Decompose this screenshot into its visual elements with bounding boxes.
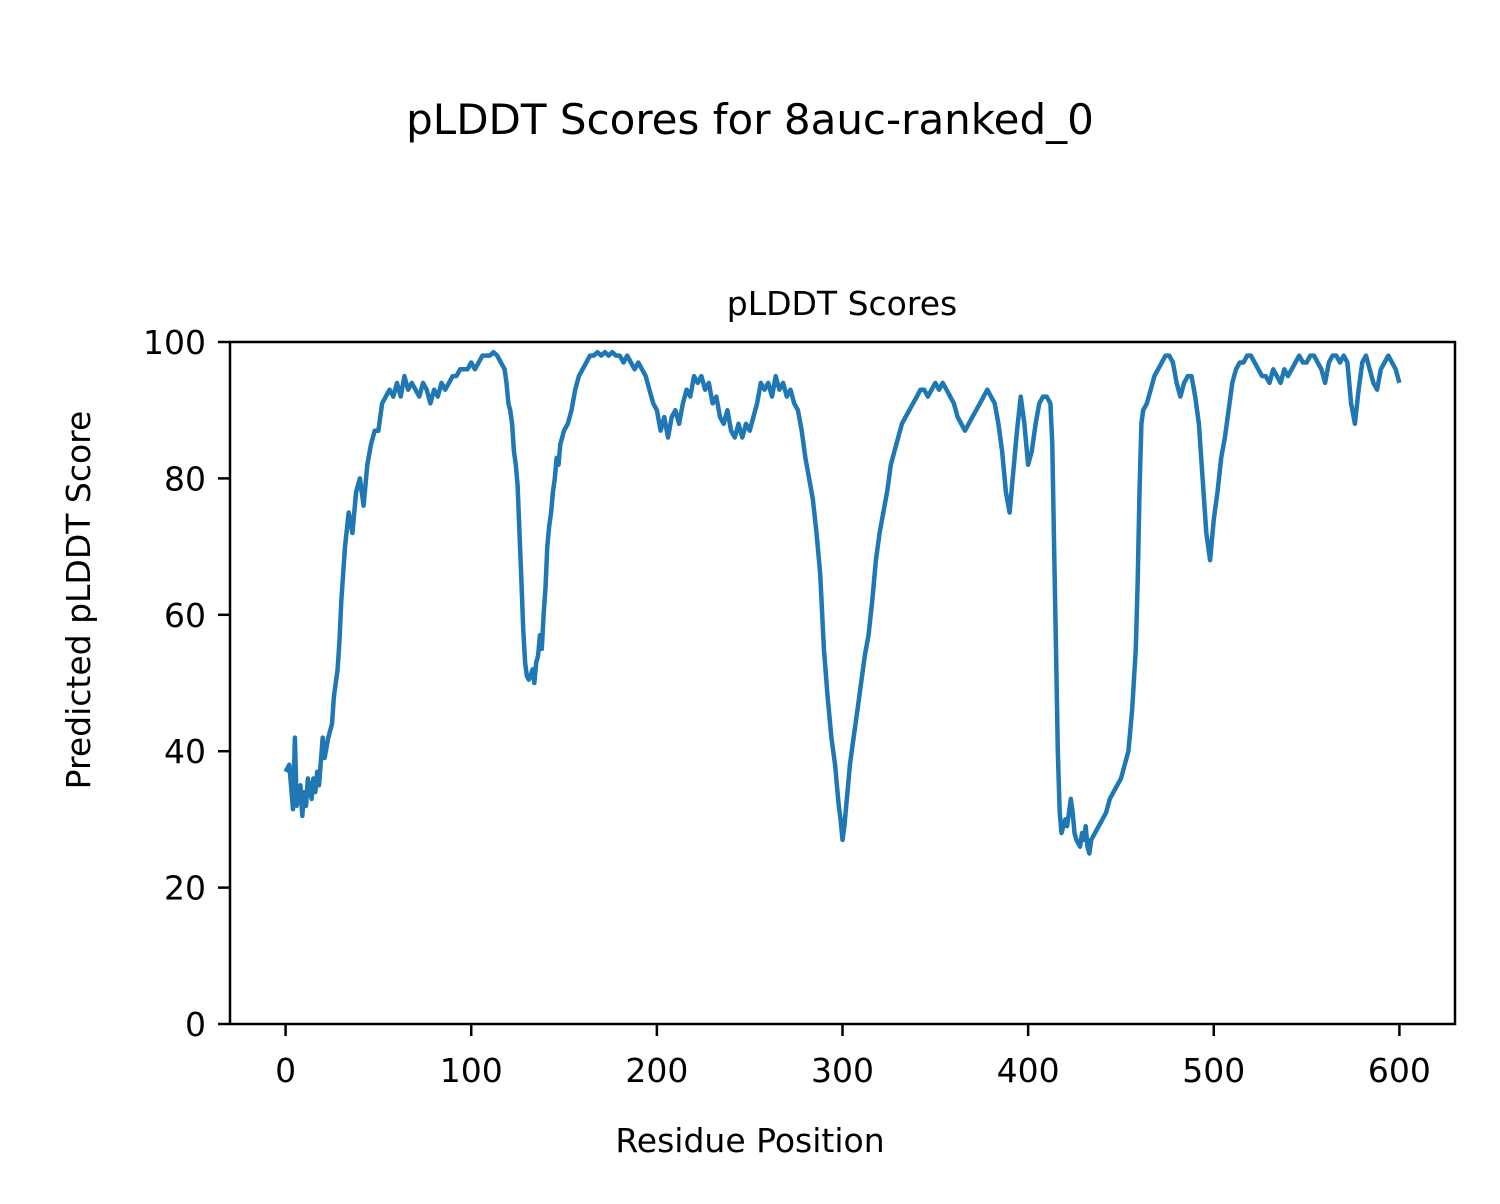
y-tick-label: 100: [143, 323, 206, 362]
series-line-0: [283, 349, 1402, 856]
y-tick-label: 40: [164, 732, 206, 771]
x-tick-label: 400: [997, 1051, 1060, 1090]
x-tick-label: 300: [811, 1051, 874, 1090]
axis-ticks: 0 100 200 300 400 500 600 0 20 40 60 80 100: [143, 323, 1431, 1090]
y-tick-label: 20: [164, 869, 206, 908]
axes-frame: [228, 340, 1457, 1026]
y-tick-label: 60: [164, 596, 206, 635]
x-tick-label: 0: [275, 1051, 296, 1090]
x-tick-label: 600: [1368, 1051, 1431, 1090]
figure-title: pLDDT Scores for 8auc-ranked_0: [406, 95, 1094, 144]
y-tick-label: 0: [185, 1005, 206, 1044]
axes-title: pLDDT Scores: [727, 284, 957, 323]
x-tick-label: 500: [1182, 1051, 1245, 1090]
x-tick-label: 100: [440, 1051, 503, 1090]
y-axis-label: Predicted pLDDT Score: [59, 411, 98, 790]
x-axis-label: Residue Position: [615, 1121, 884, 1160]
x-tick-label: 200: [625, 1051, 688, 1090]
y-tick-label: 80: [164, 459, 206, 498]
plot-area: [283, 349, 1402, 856]
